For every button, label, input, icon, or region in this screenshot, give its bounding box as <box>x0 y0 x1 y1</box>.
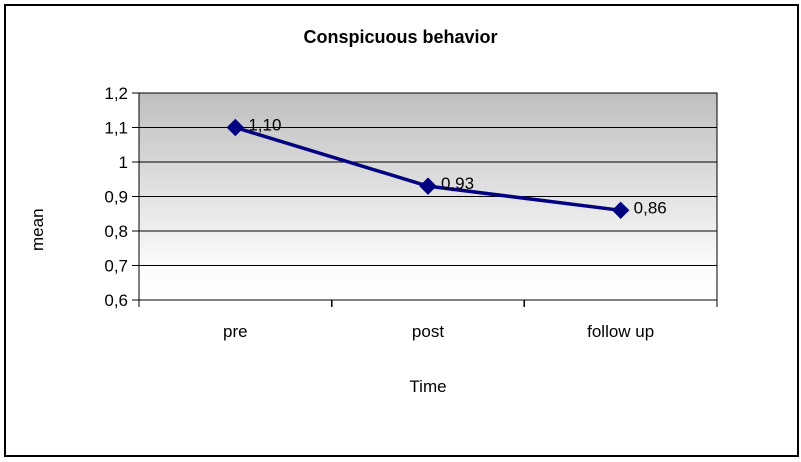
data-point-label: 0,93 <box>441 174 474 193</box>
plot-border <box>138 92 718 301</box>
y-tick-label: 0,7 <box>104 257 128 276</box>
chart-title: Conspicuous behavior <box>303 27 498 47</box>
y-tick-label: 0,6 <box>104 291 128 310</box>
data-point-marker <box>419 177 437 195</box>
data-point-label: 1,10 <box>248 116 281 135</box>
x-axis-title: Time <box>409 377 447 396</box>
y-tick-label: 0,8 <box>104 222 128 241</box>
y-tick-label: 1,1 <box>104 119 128 138</box>
x-category-label: post <box>412 322 444 341</box>
y-tick-label: 0,9 <box>104 188 128 207</box>
data-point-label: 0,86 <box>634 198 667 217</box>
data-point-marker <box>611 201 630 220</box>
y-tick-label: 1 <box>119 153 128 172</box>
data-point-marker <box>226 118 245 137</box>
y-tick-label: 1,2 <box>104 84 128 103</box>
x-category-label: follow up <box>587 322 654 341</box>
x-category-label: pre <box>223 322 248 341</box>
